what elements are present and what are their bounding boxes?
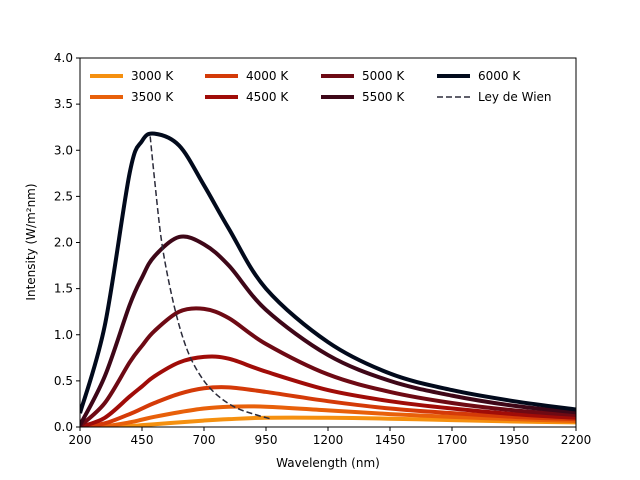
x-axis: 200 450 700 950 1200 1450 1700 1950 2200 [69,427,592,447]
y-tick-label: 3.0 [54,143,73,157]
x-tick-label: 200 [69,433,92,447]
series-line-6 [80,234,576,427]
series-line-7 [80,131,576,414]
series-line-3 [80,385,576,427]
y-tick-label: 3.5 [54,97,73,111]
legend-label-7: 6000 K [478,69,521,83]
series-line-2 [80,404,576,427]
x-tick-label: 450 [131,433,154,447]
x-tick-label: 2200 [561,433,592,447]
legend-label-3: 4000 K [246,69,289,83]
x-tick-label: 950 [255,433,278,447]
y-tick-label: 4.0 [54,51,73,65]
legend-label-4: 4500 K [246,90,289,104]
legend-label-8: Ley de Wien [478,90,552,104]
legend-label-1: 3000 K [131,69,174,83]
x-axis-label: Wavelength (nm) [276,456,380,470]
y-tick-label: 0.0 [54,420,73,434]
legend-label-6: 5500 K [362,90,405,104]
x-tick-label: 700 [193,433,216,447]
series-line-1 [80,415,576,427]
x-tick-label: 1950 [499,433,530,447]
x-tick-label: 1450 [375,433,406,447]
y-tick-label: 2.0 [54,236,73,250]
wien-layer [149,136,271,420]
y-tick-label: 2.5 [54,189,73,203]
y-tick-label: 0.5 [54,374,73,388]
x-tick-label: 1200 [313,433,344,447]
x-tick-label: 1700 [437,433,468,447]
legend-label-5: 5000 K [362,69,405,83]
wien-line [149,136,271,420]
y-tick-label: 1.5 [54,282,73,296]
series-line-4 [80,354,576,427]
y-tick-label: 1.0 [54,328,73,342]
y-axis: 0.0 0.5 1.0 1.5 2.0 2.5 3.0 3.5 4.0 [54,51,80,434]
legend: 3000 K 3500 K 4000 K 4500 K 5000 K 5500 K 6000… [90,69,552,104]
legend-label-2: 3500 K [131,90,174,104]
series-layer [80,131,576,427]
series-line-5 [80,306,576,427]
y-axis-label: Intensity (W/m²nm) [24,183,38,300]
